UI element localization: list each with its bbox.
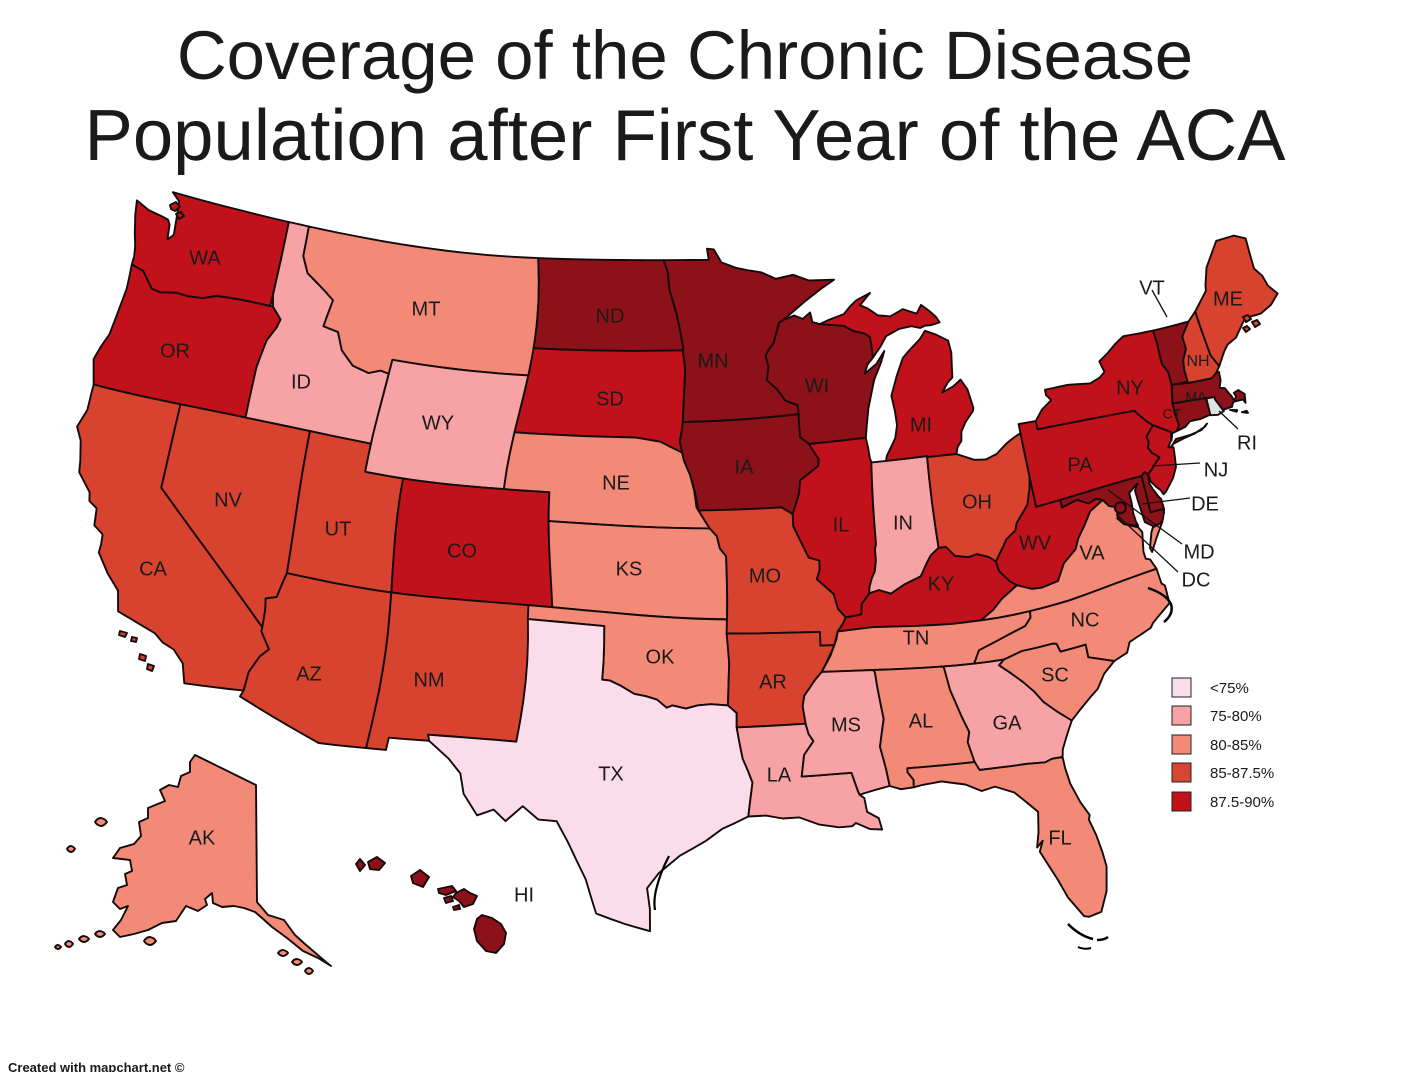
svg-text:NE: NE xyxy=(602,472,630,494)
svg-text:ID: ID xyxy=(291,371,311,393)
svg-text:PA: PA xyxy=(1067,454,1093,476)
svg-text:WV: WV xyxy=(1019,532,1052,554)
svg-text:MA: MA xyxy=(1186,389,1208,405)
svg-text:TX: TX xyxy=(598,763,624,785)
svg-text:DE: DE xyxy=(1191,493,1219,515)
svg-text:DC: DC xyxy=(1182,569,1211,591)
svg-text:NY: NY xyxy=(1116,377,1144,399)
svg-text:CT: CT xyxy=(1163,406,1182,422)
svg-text:87.5-90%: 87.5-90% xyxy=(1210,794,1274,811)
svg-text:IN: IN xyxy=(893,512,913,534)
svg-text:OR: OR xyxy=(160,340,190,362)
svg-text:NJ: NJ xyxy=(1204,459,1228,481)
svg-text:WA: WA xyxy=(189,247,221,269)
svg-text:IL: IL xyxy=(833,514,850,536)
svg-text:AR: AR xyxy=(759,671,787,693)
svg-text:AK: AK xyxy=(189,827,216,849)
svg-text:ND: ND xyxy=(596,305,625,327)
svg-text:MI: MI xyxy=(910,414,932,436)
svg-text:KS: KS xyxy=(616,558,643,580)
svg-text:GA: GA xyxy=(993,712,1023,734)
svg-text:FL: FL xyxy=(1048,827,1071,849)
svg-text:85-87.5%: 85-87.5% xyxy=(1210,765,1274,782)
svg-text:Created with mapchart.net ©: Created with mapchart.net © xyxy=(8,1060,185,1072)
svg-text:80-85%: 80-85% xyxy=(1210,737,1262,754)
svg-text:<75%: <75% xyxy=(1210,680,1249,697)
svg-text:OH: OH xyxy=(962,491,992,513)
svg-text:UT: UT xyxy=(325,518,352,540)
svg-text:Coverage of the Chronic Diseas: Coverage of the Chronic Disease xyxy=(177,17,1193,94)
svg-text:MD: MD xyxy=(1183,541,1214,563)
svg-text:75-80%: 75-80% xyxy=(1210,708,1262,725)
svg-text:WI: WI xyxy=(805,375,829,397)
svg-text:RI: RI xyxy=(1237,432,1257,454)
svg-text:CA: CA xyxy=(139,558,167,580)
svg-text:VA: VA xyxy=(1079,542,1105,564)
svg-text:HI: HI xyxy=(514,884,534,906)
svg-text:IA: IA xyxy=(735,456,755,478)
svg-text:MO: MO xyxy=(749,565,781,587)
svg-text:ME: ME xyxy=(1213,288,1243,310)
svg-text:AL: AL xyxy=(909,710,933,732)
svg-text:NC: NC xyxy=(1071,609,1100,631)
svg-text:AZ: AZ xyxy=(296,663,322,685)
svg-text:LA: LA xyxy=(767,764,792,786)
svg-text:CO: CO xyxy=(447,540,477,562)
svg-text:OK: OK xyxy=(646,646,676,668)
svg-text:NM: NM xyxy=(413,669,444,691)
svg-text:KY: KY xyxy=(928,573,955,595)
svg-text:SC: SC xyxy=(1041,664,1069,686)
svg-text:SD: SD xyxy=(596,388,624,410)
svg-text:WY: WY xyxy=(422,412,454,434)
svg-text:VT: VT xyxy=(1139,277,1165,299)
svg-text:MS: MS xyxy=(831,714,861,736)
svg-text:NV: NV xyxy=(214,489,242,511)
svg-text:NH: NH xyxy=(1186,353,1209,370)
svg-text:Population after First Year of: Population after First Year of the ACA xyxy=(85,95,1287,176)
svg-text:TN: TN xyxy=(903,627,930,649)
svg-text:MT: MT xyxy=(412,298,441,320)
svg-text:MN: MN xyxy=(697,350,728,372)
